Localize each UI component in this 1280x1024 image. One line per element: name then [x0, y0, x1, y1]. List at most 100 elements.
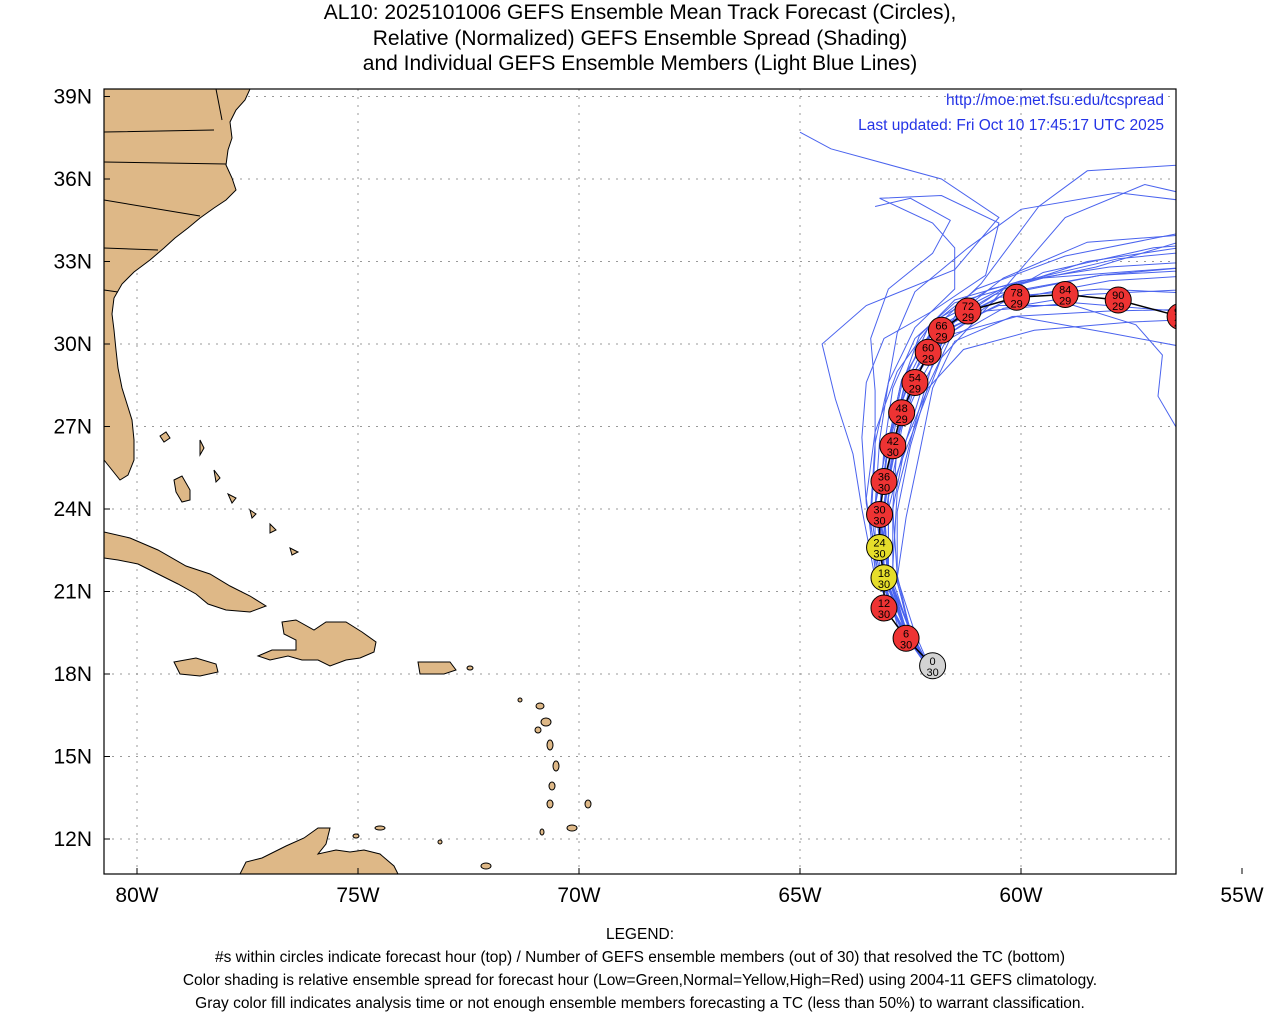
member-count-label: 30 — [900, 639, 912, 651]
lat-label: 33N — [53, 251, 92, 274]
longitude-labels: 80W75W70W65W60W55W50W45W40W35W — [115, 884, 1263, 907]
lat-label: 36N — [53, 168, 92, 191]
jamaica-land — [173, 657, 219, 677]
member-count-label: 29 — [909, 384, 921, 396]
ensemble-member-track — [896, 289, 1176, 675]
forecast-hour-label: 66 — [935, 320, 947, 332]
ensemble-member-track — [870, 197, 956, 675]
legend-line-2: Color shading is relative ensemble sprea… — [182, 972, 1098, 989]
forecast-circle-fill — [901, 369, 929, 396]
forecast-hour-label: 78 — [1010, 287, 1022, 299]
forecast-circle-fill — [1104, 286, 1132, 314]
forecast-hour-label: 0 — [930, 656, 936, 668]
forecast-circle-fill — [892, 624, 920, 652]
forecast-hour-label: 36 — [878, 472, 890, 484]
latitude-labels: 39N 36N 33N 30N 27N 24N 21N 18N 15N 12N — [53, 86, 92, 852]
forecast-circle-fill — [870, 564, 898, 592]
member-count-label: 29 — [1059, 296, 1071, 308]
forecast-circle-fill — [870, 594, 898, 622]
member-count-label: 29 — [896, 414, 908, 426]
lon-label: 75W — [336, 884, 379, 907]
forecast-hour-label: 42 — [887, 436, 899, 448]
forecast-hour-label: 102 — [1237, 312, 1255, 324]
mean-track-circles: 0306301230183024303030363042304829542960… — [866, 281, 1259, 680]
chart-title-line-2: Relative (Normalized) GEFS Ensemble Spre… — [372, 27, 908, 50]
ensemble-member-track — [892, 319, 1176, 675]
lat-label: 24N — [53, 498, 92, 521]
forecast-hour-label: 54 — [909, 373, 921, 385]
forecast-circle-fill — [1003, 283, 1031, 311]
lat-label: 18N — [53, 663, 92, 686]
lon-label: 70W — [557, 884, 600, 907]
abc-islands — [352, 825, 443, 845]
member-count-label: 30 — [873, 549, 885, 561]
member-count-label: 30 — [887, 447, 899, 459]
member-count-label: 30 — [878, 483, 890, 495]
member-count-label: 30 — [926, 667, 938, 679]
hispaniola-land — [256, 619, 377, 667]
lat-label: 15N — [53, 746, 92, 769]
forecast-circle-fill — [1233, 309, 1259, 335]
forecast-hour-label: 12 — [878, 598, 890, 610]
forecast-hour-label: 90 — [1112, 290, 1124, 302]
member-count-label: 29 — [962, 312, 974, 324]
forecast-hour-label: 30 — [873, 505, 885, 517]
credit-url[interactable]: http://moe.met.fsu.edu/tcspread — [946, 92, 1164, 109]
forecast-circle: 630 — [892, 624, 920, 652]
forecast-hour-label: 84 — [1059, 285, 1071, 297]
bahamas-islands — [159, 431, 300, 556]
us-east-coast-land — [104, 89, 251, 481]
map-frame — [103, 88, 1177, 875]
forecast-hour-label: 96 — [1174, 307, 1186, 319]
member-count-label: 29 — [1112, 301, 1124, 313]
forecast-hour-label: 48 — [896, 403, 908, 415]
ensemble-member-track — [892, 235, 1176, 675]
forecast-hour-label: 24 — [873, 538, 885, 550]
forecast-hour-label: 6 — [903, 628, 909, 640]
lon-label: 60W — [999, 884, 1042, 907]
legend-heading: LEGEND: — [605, 926, 675, 943]
forecast-circle-fill — [927, 316, 955, 344]
forecast-circle-fill — [954, 297, 982, 325]
legend-line-1: #s within circles indicate forecast hour… — [215, 949, 1065, 966]
member-count-label: 29 — [1010, 298, 1022, 310]
credit-updated: Last updated: Fri Oct 10 17:45:17 UTC 20… — [858, 117, 1164, 134]
forecast-circle-fill — [919, 652, 947, 680]
forecast-hour-label: 72 — [962, 301, 974, 313]
lon-label: 55W — [1220, 884, 1263, 907]
chart-title-line-3: and Individual GEFS Ensemble Members (Li… — [362, 52, 918, 75]
forecast-circle: 030 — [919, 652, 947, 680]
legend-line-3: Gray color fill indicates analysis time … — [195, 995, 1085, 1012]
lon-label: 80W — [115, 884, 158, 907]
lat-lon-grid — [104, 89, 1176, 874]
puerto-rico-land — [417, 661, 457, 675]
lat-label: 12N — [53, 828, 92, 851]
forecast-circle-fill — [870, 468, 898, 495]
lat-label: 27N — [53, 416, 92, 439]
forecast-circle-fill — [879, 432, 907, 460]
forecast-circle-fill — [914, 338, 942, 366]
chart-title-line-1: AL10: 2025101006 GEFS Ensemble Mean Trac… — [323, 1, 957, 24]
forecast-circle-fill — [1166, 303, 1176, 330]
axis-ticks — [104, 96, 1243, 874]
lat-label: 39N — [53, 86, 92, 109]
forecast-circle-fill — [866, 501, 894, 528]
member-count-label: 29 — [922, 353, 934, 365]
lat-label: 30N — [53, 333, 92, 356]
